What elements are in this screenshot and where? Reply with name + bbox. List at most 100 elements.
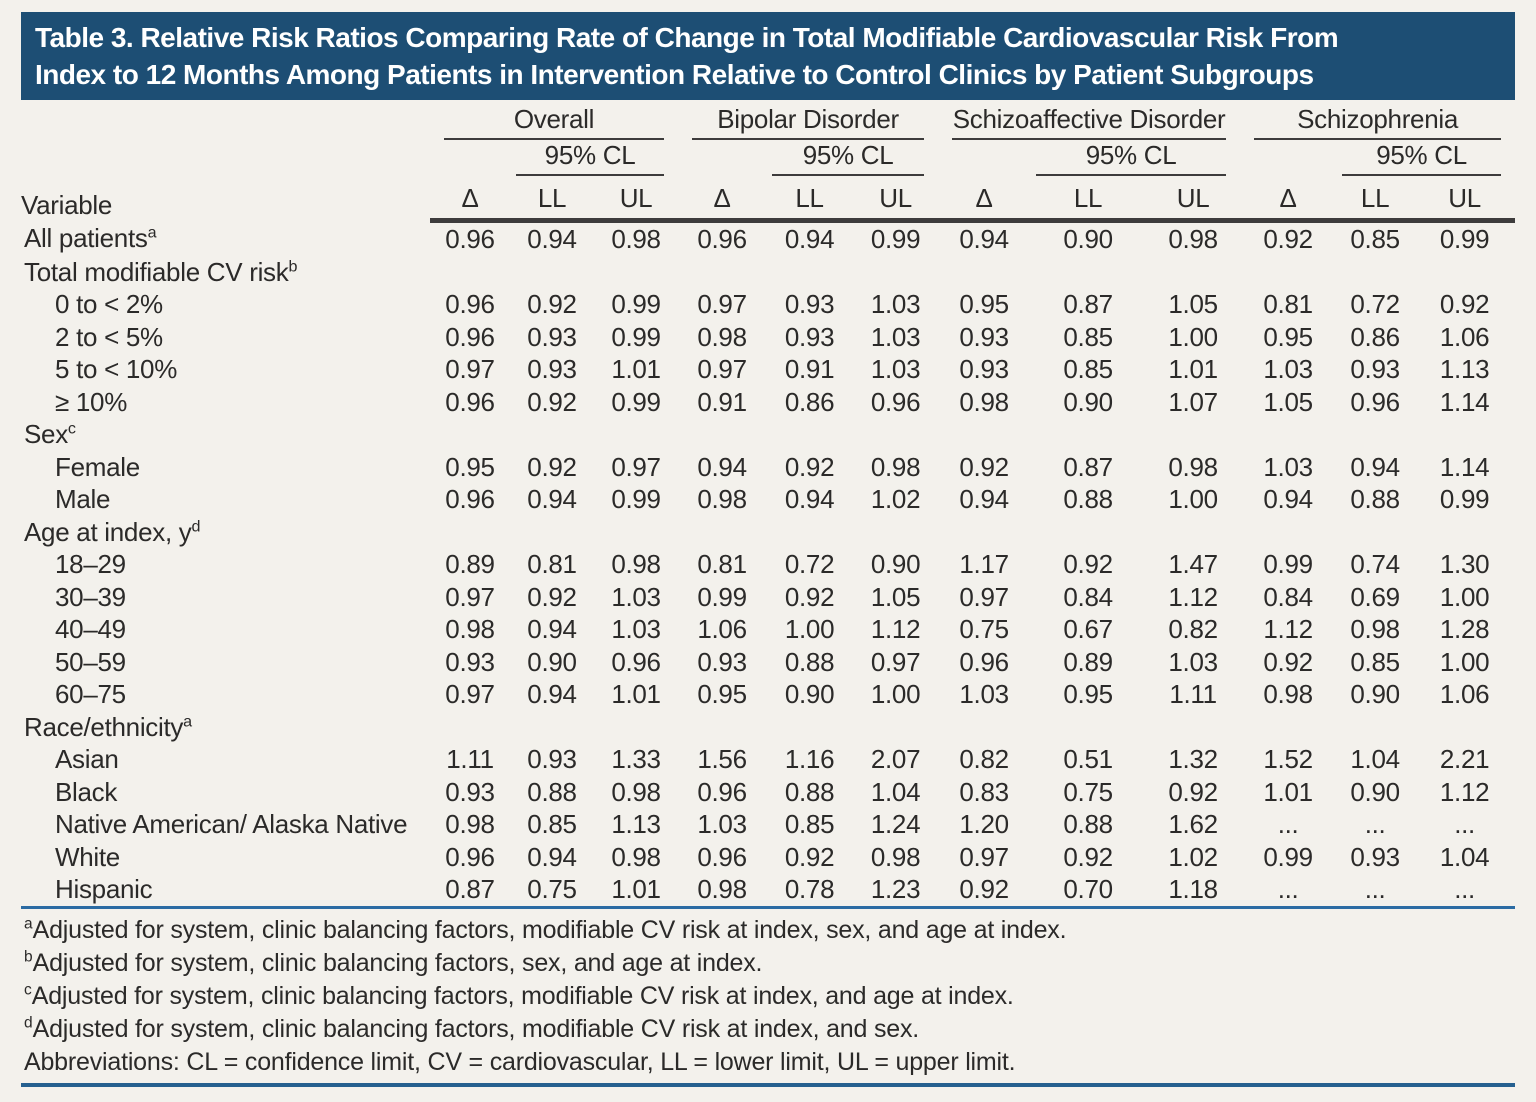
- section-row: Race/ethnicitya: [21, 711, 1515, 744]
- value-cell: 0.92: [959, 451, 1009, 482]
- footnote-abbreviations: Abbreviations: CL = confidence limit, CV…: [24, 1046, 1515, 1079]
- table-row: Black 0.93 0.88 0.98 0.96 0.88 1.04 0.83 0.75 0.9…: [21, 776, 1515, 809]
- footnote-reference: b: [288, 256, 298, 275]
- value-cell: 0.93: [959, 354, 1009, 384]
- value-cell: 0.88: [1063, 484, 1113, 514]
- table-row: All patientsa 0.96 0.94 0.98 0.96 0.94 0.99 0.9…: [21, 221, 1515, 256]
- value-cell: 1.03: [870, 321, 921, 352]
- value-cell: 1.17: [959, 549, 1009, 579]
- value-cell: 0.90: [1350, 776, 1400, 807]
- value-cell: 0.96: [445, 484, 495, 514]
- value-cell: 0.92: [527, 581, 577, 612]
- value-cell: 2.21: [1439, 744, 1490, 774]
- footnote-marker: b: [24, 948, 33, 966]
- value-cell: 0.94: [527, 679, 577, 709]
- value-cell: 1.14: [1439, 386, 1490, 417]
- value-cell: 1.00: [784, 614, 835, 644]
- value-cell: 0.99: [1439, 484, 1490, 514]
- footnote-marker: d: [24, 1014, 33, 1032]
- value-cell: 0.98: [1168, 451, 1218, 482]
- row-label: Female: [55, 451, 140, 482]
- column-group-schizophrenia: Schizophrenia: [1240, 104, 1515, 140]
- risk-ratio-table: Variable Overall Bipolar Disorder Schizo…: [21, 104, 1516, 906]
- value-cell: 0.94: [527, 841, 577, 872]
- value-cell: 0.84: [1063, 581, 1113, 612]
- value-cell: 0.94: [784, 224, 835, 254]
- ul-column-header: UL: [1414, 176, 1516, 223]
- row-label: 40–49: [55, 614, 126, 644]
- value-cell: 0.94: [1350, 451, 1400, 482]
- ci-label: 95% CL: [1036, 140, 1227, 176]
- ci-label: 95% CL: [516, 140, 665, 176]
- value-cell: 1.04: [1350, 744, 1400, 774]
- value-cell: 1.32: [1168, 744, 1218, 774]
- footnote-reference: c: [67, 419, 76, 438]
- table-row: 0 to < 2% 0.96 0.92 0.99 0.97 0.93 1.03 0.95 0.8…: [21, 288, 1515, 321]
- value-cell: 0.93: [784, 321, 835, 352]
- value-cell: 0.92: [527, 451, 577, 482]
- value-cell: 2.07: [870, 744, 921, 774]
- value-cell: 1.20: [959, 809, 1009, 839]
- value-cell: 0.93: [697, 646, 747, 677]
- row-label: 60–75: [55, 679, 126, 709]
- value-cell: 0.85: [1063, 354, 1113, 384]
- row-label: 5 to < 10%: [55, 354, 178, 384]
- value-cell: 0.98: [1350, 614, 1400, 644]
- value-cell: 0.95: [959, 289, 1009, 319]
- section-label: Sexc: [24, 419, 76, 449]
- value-cell: 0.95: [1063, 679, 1113, 709]
- value-cell: 0.93: [527, 744, 577, 774]
- row-label: Asian: [55, 744, 119, 774]
- column-group-overall: Overall: [430, 104, 678, 140]
- value-cell: 1.05: [1263, 386, 1313, 417]
- column-group-bipolar-label: Bipolar Disorder: [692, 104, 925, 140]
- value-cell: 0.94: [784, 484, 835, 514]
- value-cell: 1.03: [870, 354, 921, 384]
- value-cell: 0.94: [1263, 484, 1313, 514]
- value-cell: 0.87: [445, 874, 495, 904]
- table-figure: Table 3. Relative Risk Ratios Comparing …: [0, 12, 1536, 1102]
- footnote-d: dAdjusted for system, clinic balancing f…: [24, 1013, 1515, 1046]
- value-cell: 0.96: [611, 646, 661, 677]
- ci-label: 95% CL: [1342, 140, 1502, 176]
- value-cell: 1.00: [1439, 581, 1490, 612]
- value-cell: 0.99: [1263, 841, 1313, 872]
- value-cell: 0.90: [1350, 679, 1400, 709]
- value-cell: 0.86: [1350, 321, 1400, 352]
- row-label: ≥ 10%: [55, 386, 128, 417]
- value-cell: 0.98: [870, 841, 921, 872]
- value-cell: 0.98: [1263, 679, 1313, 709]
- row-label: All patientsa: [24, 222, 157, 253]
- value-cell: 0.92: [527, 289, 577, 319]
- value-cell: 0.97: [611, 451, 661, 482]
- value-cell: 0.75: [527, 874, 577, 904]
- value-cell: 0.67: [1063, 614, 1113, 644]
- footnotes: aAdjusted for system, clinic balancing f…: [21, 914, 1515, 1079]
- row-label: Black: [55, 776, 118, 807]
- value-cell: 0.98: [611, 224, 661, 254]
- value-cell: 0.92: [1063, 841, 1113, 872]
- value-cell: 0.81: [1263, 289, 1313, 319]
- table-row: 50–59 0.93 0.90 0.96 0.93 0.88 0.97 0.96 0.89 1.0…: [21, 646, 1515, 679]
- value-cell: ...: [1364, 809, 1386, 839]
- value-cell: 1.05: [1168, 289, 1218, 319]
- value-cell: 0.95: [697, 679, 747, 709]
- footnote-a: aAdjusted for system, clinic balancing f…: [24, 914, 1515, 947]
- value-cell: 0.97: [959, 581, 1009, 612]
- value-cell: 0.94: [959, 224, 1009, 254]
- column-group-schizoaffective-label: Schizoaffective Disorder: [952, 104, 1227, 140]
- delta-column-header: Δ: [430, 176, 510, 223]
- section-row: Age at index, yd: [21, 516, 1515, 549]
- value-cell: 1.00: [1168, 321, 1218, 352]
- divider-rule-bottom: [21, 1082, 1515, 1087]
- table-header: Variable Overall Bipolar Disorder Schizo…: [21, 104, 1516, 223]
- value-cell: 0.99: [1439, 224, 1490, 254]
- ci-label: 95% CL: [772, 140, 925, 176]
- value-cell: 0.82: [1168, 614, 1218, 644]
- footnote-b: bAdjusted for system, clinic balancing f…: [24, 947, 1515, 980]
- value-cell: 0.99: [697, 581, 747, 612]
- value-cell: 0.96: [445, 841, 495, 872]
- value-cell: 0.93: [784, 289, 835, 319]
- row-label: Native American/ Alaska Native: [55, 809, 408, 839]
- group-header-row: Variable Overall Bipolar Disorder Schizo…: [21, 104, 1515, 220]
